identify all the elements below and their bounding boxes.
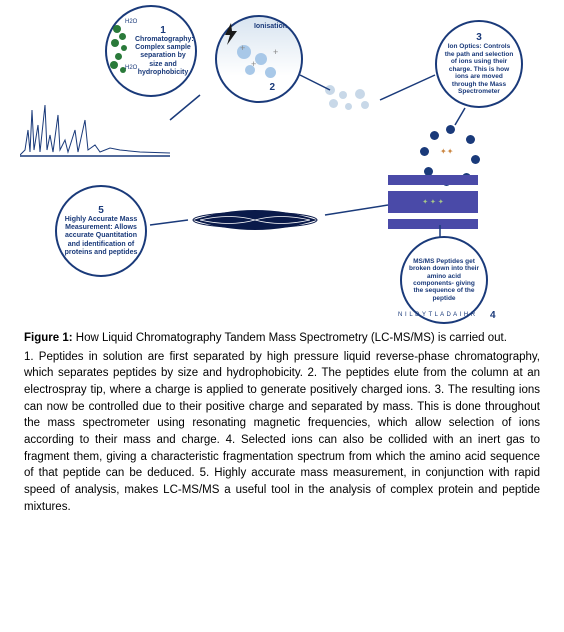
- step3-ion-optics: 3 Ion Optics: Controls the path and sele…: [435, 20, 523, 108]
- h2o-label-2: H2O: [125, 65, 137, 71]
- figure-title-prefix: Figure 1:: [24, 332, 73, 344]
- msms-unit: ✦ ✦ ✦: [388, 175, 478, 229]
- lightning-icon: [223, 23, 243, 45]
- figure-title-text: How Liquid Chromatography Tandem Mass Sp…: [73, 332, 507, 344]
- figure-caption-body: 1. Peptides in solution are first separa…: [24, 349, 540, 516]
- step2-number: 2: [269, 82, 275, 93]
- step5-mass-measurement: 5 Highly Accurate Mass Measurement: Allo…: [55, 185, 147, 277]
- step2-ionisation: Ionisation + + + 2: [215, 15, 303, 103]
- chromatogram-trace: [20, 100, 170, 160]
- step1-label: Chromatography: Complex sample separatio…: [135, 36, 191, 76]
- step5-number: 5: [64, 205, 138, 216]
- step4-label: MS/MS Peptides get broken down into thei…: [408, 258, 480, 303]
- figure-caption: Figure 1: How Liquid Chromatography Tand…: [24, 330, 540, 515]
- step5-label: Highly Accurate Mass Measurement: Allows…: [64, 216, 138, 256]
- step4-number: 4: [490, 310, 496, 321]
- step1-chromatography: H2O H2O 1 Chromatography: Complex sample…: [105, 5, 197, 97]
- diagram-area: H2O H2O 1 Chromatography: Complex sample…: [0, 0, 564, 320]
- peptide-sequence: N I L D Y T L A D A I H R: [398, 312, 476, 318]
- step4-msms: MS/MS Peptides get broken down into thei…: [400, 236, 488, 324]
- step3-number: 3: [443, 32, 515, 43]
- mass-analyzer-shape: [190, 195, 320, 245]
- step3-label: Ion Optics: Controls the path and select…: [443, 43, 515, 95]
- step2-ionisation-label: Ionisation: [254, 23, 287, 30]
- h2o-label-1: H2O: [125, 19, 137, 25]
- step1-number: 1: [135, 25, 191, 36]
